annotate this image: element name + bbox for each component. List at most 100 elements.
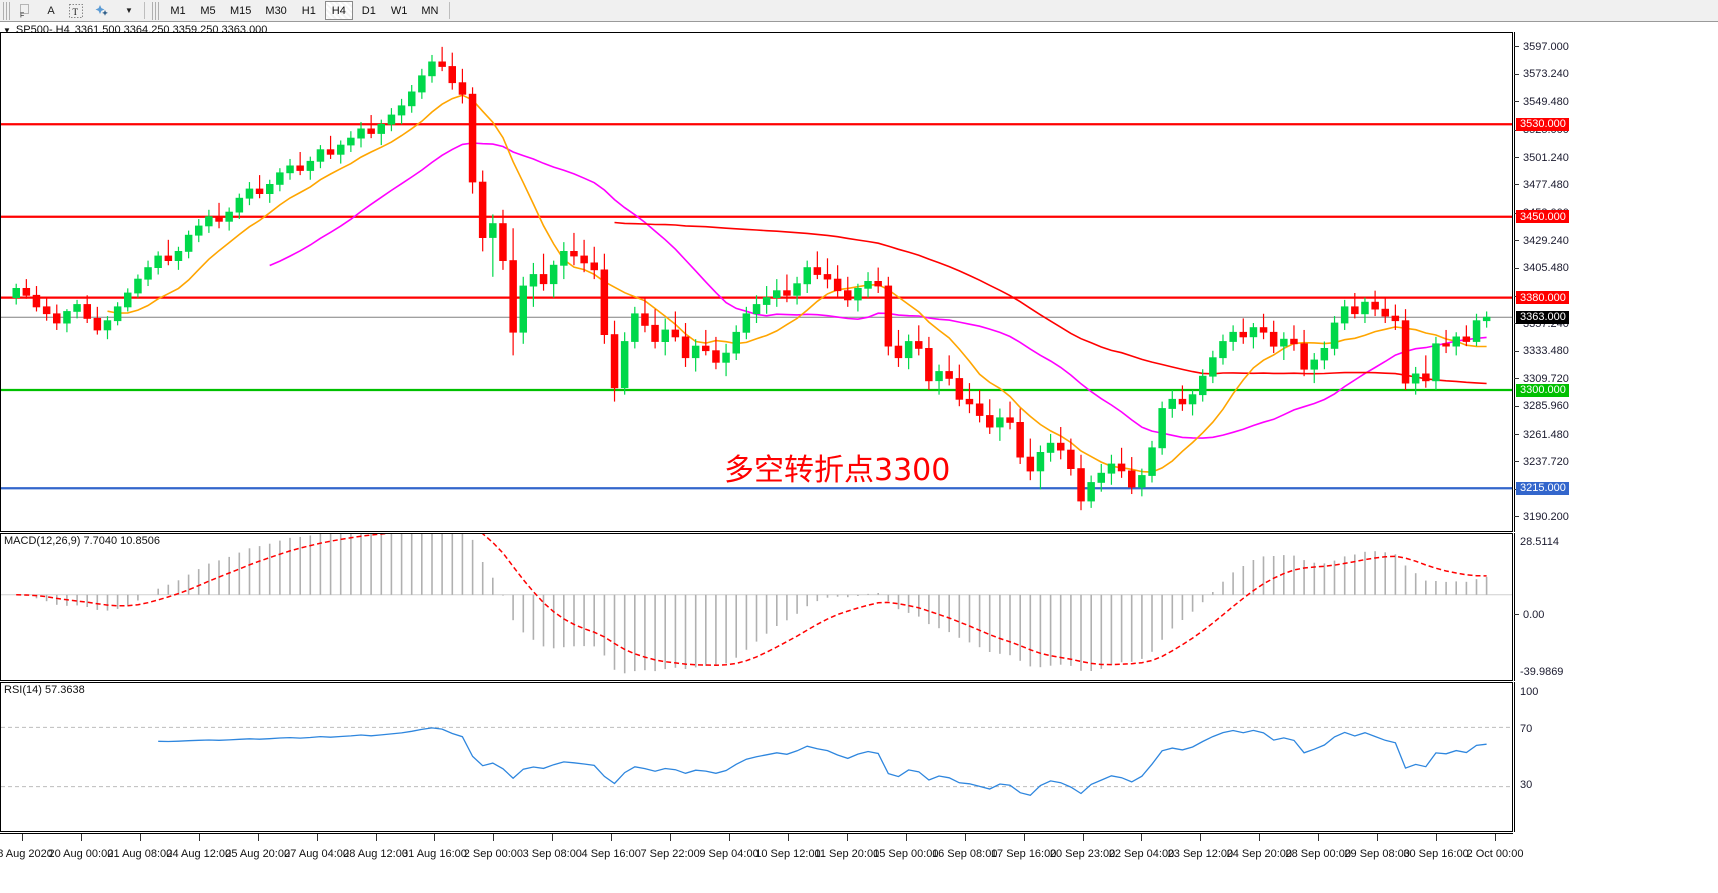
time-axis-label: 20 Sep 23:00 [1049, 848, 1116, 860]
toolbar-separator-2 [449, 2, 451, 19]
tick-dash-icon [1514, 101, 1519, 103]
last-price-3363[interactable]: 3363.000 [1516, 310, 1569, 324]
price-plot [1, 33, 1512, 531]
timeframe-w1-label: W1 [390, 4, 408, 17]
label-tool-button[interactable]: T [64, 1, 88, 20]
timeframe-m1-label: M1 [170, 4, 186, 17]
price-tick-label: 3285.960 [1523, 400, 1569, 413]
macd-label: MACD(12,26,9) 7.7040 10.8506 [4, 535, 160, 547]
rsi-chart-svg [1, 726, 1512, 797]
price-tick: 3309.720 [1514, 372, 1569, 385]
time-tick [1023, 834, 1025, 841]
time-axis-label: 7 Sep 22:00 [640, 848, 700, 860]
time-axis-label: 2 Sep 00:00 [463, 848, 524, 860]
time-axis-label: 23 Sep 12:00 [1167, 848, 1234, 860]
text-label-icon: T [69, 3, 83, 18]
macd-tick-top: 28.5114 [1520, 535, 1559, 548]
price-tick: 3429.240 [1514, 234, 1569, 247]
timeframe-d1[interactable]: D1 [355, 1, 383, 20]
price-tick-label: 3549.480 [1523, 95, 1569, 108]
price-tick-label: 3501.240 [1523, 151, 1569, 164]
price-tick: 3237.720 [1514, 455, 1569, 468]
price-tick: 3261.480 [1514, 428, 1569, 441]
time-axis-label: 18 Aug 2020 [0, 848, 53, 860]
rsi-pane[interactable]: RSI(14) 57.3638 [0, 682, 1513, 832]
resistance-3450[interactable]: 3450.000 [1516, 210, 1569, 224]
price-tick-label: 3597.000 [1523, 40, 1569, 53]
tick-dash-icon [1514, 516, 1519, 518]
timeframe-mn[interactable]: MN [415, 1, 444, 20]
time-axis-label: 3 Sep 08:00 [522, 848, 582, 860]
time-tick [375, 834, 377, 841]
support-3300[interactable]: 3300.000 [1516, 383, 1569, 397]
timeframe-m5-label: M5 [200, 4, 216, 17]
time-axis-label: 30 Sep 16:00 [1403, 848, 1469, 860]
tick-dash-icon [1514, 184, 1519, 186]
price-tick-label: 3261.480 [1523, 428, 1569, 441]
timeframe-h1[interactable]: H1 [295, 1, 323, 20]
rsi-scale[interactable]: 100 70 30 [1514, 682, 1718, 832]
price-tick-label: 3573.240 [1523, 68, 1569, 81]
rsi-plot [1, 683, 1512, 831]
time-axis-label: 31 Aug 16:00 [402, 848, 467, 860]
macd-pane[interactable]: MACD(12,26,9) 7.7040 10.8506 [0, 533, 1513, 681]
support-3215[interactable]: 3215.000 [1516, 481, 1569, 495]
tick-dash-icon [1514, 614, 1519, 615]
time-axis-label: 28 Sep 00:00 [1285, 848, 1351, 860]
time-tick [493, 834, 495, 841]
timeframe-m30-label: M30 [265, 4, 287, 17]
drag-grip-icon[interactable] [3, 1, 12, 20]
timeframe-m1[interactable]: M1 [164, 1, 192, 20]
objects-dropdown-button[interactable]: ▼ [117, 1, 139, 20]
timeframe-m5[interactable]: M5 [194, 1, 222, 20]
time-tick [787, 834, 789, 841]
time-axis-label: 22 Sep 04:00 [1108, 848, 1175, 860]
price-tick: 3405.480 [1514, 262, 1569, 275]
rsi-tick-100: 100 [1520, 685, 1539, 698]
tick-dash-icon [1514, 461, 1519, 463]
time-axis-label: 9 Sep 04:00 [699, 848, 759, 860]
time-tick [316, 834, 318, 841]
crosshair-tool-button[interactable]: F [15, 1, 38, 20]
text-tool-label: A [47, 4, 55, 17]
macd-scale[interactable]: 28.5114 0.00 -39.9869 [1514, 533, 1718, 681]
timeframe-m30[interactable]: M30 [259, 1, 292, 20]
tick-dash-icon [1514, 46, 1519, 48]
time-axis-label: 2 Oct 00:00 [1466, 848, 1524, 860]
price-scale[interactable]: 3597.0003573.2403549.4803525.0003501.240… [1514, 32, 1718, 532]
timeframe-w1[interactable]: W1 [385, 1, 414, 20]
time-axis-label: 29 Sep 08:00 [1344, 848, 1410, 860]
time-tick [729, 834, 731, 841]
main-price-pane[interactable] [0, 32, 1513, 532]
tick-dash-icon [1514, 323, 1519, 325]
time-tick [611, 834, 613, 841]
timeframe-h4[interactable]: H4 [324, 1, 353, 20]
resistance-3530[interactable]: 3530.000 [1516, 117, 1569, 131]
time-tick [1318, 834, 1320, 841]
price-tick-label: 3477.480 [1523, 178, 1569, 191]
tick-dash-icon [1514, 73, 1519, 75]
macd-tick-zero-label: 0.00 [1523, 608, 1545, 621]
tick-dash-icon [1514, 405, 1519, 407]
time-axis-label: 21 Aug 08:00 [107, 848, 173, 860]
time-axis-label: 11 Sep 20:00 [814, 848, 880, 860]
timeframe-grip-icon[interactable] [152, 1, 161, 20]
timeframe-h1-label: H1 [301, 4, 316, 17]
price-tick: 3549.480 [1514, 95, 1569, 108]
tick-dash-icon [1514, 378, 1519, 380]
price-tick-label: 3405.480 [1523, 262, 1569, 275]
time-axis-label: 24 Aug 12:00 [166, 848, 232, 860]
time-tick [1377, 834, 1379, 841]
svg-text:T: T [73, 7, 79, 17]
resistance-3380[interactable]: 3380.000 [1516, 291, 1569, 305]
triangle-down-icon[interactable]: ▼ [3, 25, 11, 35]
text-tool-button[interactable]: A [40, 1, 62, 20]
objects-tool-button[interactable] [90, 1, 115, 20]
time-axis-label: 27 Aug 04:00 [284, 848, 350, 860]
time-axis-label: 24 Sep 20:00 [1226, 848, 1293, 860]
price-tick: 3501.240 [1514, 151, 1569, 164]
timeframe-m15[interactable]: M15 [224, 1, 257, 20]
time-axis-label: 25 Aug 20:00 [225, 848, 291, 860]
price-chart-svg [1, 46, 1512, 511]
